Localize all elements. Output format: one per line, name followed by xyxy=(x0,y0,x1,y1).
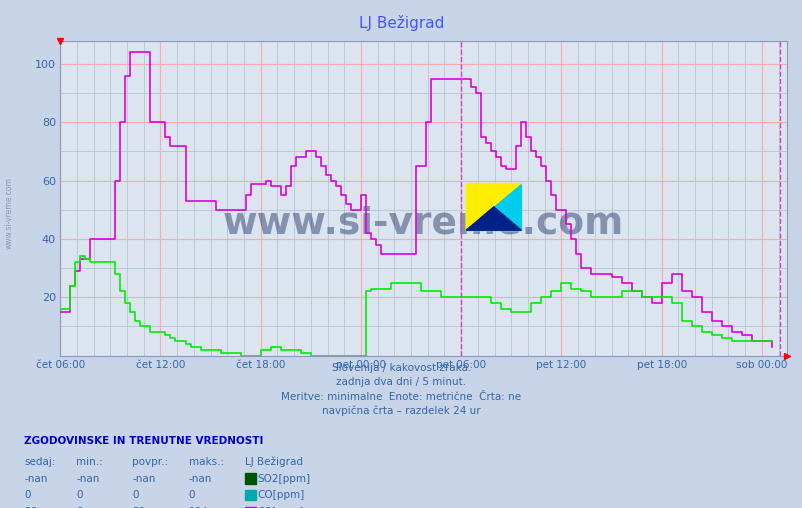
Text: LJ Bežigrad: LJ Bežigrad xyxy=(245,456,302,467)
Text: -nan: -nan xyxy=(132,473,156,484)
Text: -nan: -nan xyxy=(76,473,99,484)
Text: 0: 0 xyxy=(24,490,30,500)
Text: -nan: -nan xyxy=(188,473,212,484)
Text: ZGODOVINSKE IN TRENUTNE VREDNOSTI: ZGODOVINSKE IN TRENUTNE VREDNOSTI xyxy=(24,436,263,447)
Text: navpična črta – razdelek 24 ur: navpična črta – razdelek 24 ur xyxy=(322,406,480,417)
Text: 0: 0 xyxy=(76,490,83,500)
Text: LJ Bežigrad: LJ Bežigrad xyxy=(358,15,444,31)
Text: min.:: min.: xyxy=(76,457,103,467)
Polygon shape xyxy=(466,183,520,230)
Polygon shape xyxy=(466,183,520,230)
Text: zadnja dva dni / 5 minut.: zadnja dva dni / 5 minut. xyxy=(336,377,466,388)
Text: www.si-vreme.com: www.si-vreme.com xyxy=(223,205,623,241)
Text: sedaj:: sedaj: xyxy=(24,457,55,467)
Text: Meritve: minimalne  Enote: metrične  Črta: ne: Meritve: minimalne Enote: metrične Črta:… xyxy=(281,392,521,402)
Text: 104: 104 xyxy=(188,507,209,508)
Text: Slovenija / kakovost zraka.: Slovenija / kakovost zraka. xyxy=(331,363,471,373)
Text: www.si-vreme.com: www.si-vreme.com xyxy=(5,177,14,249)
Text: maks.:: maks.: xyxy=(188,457,224,467)
Text: 8: 8 xyxy=(76,507,83,508)
Text: CO[ppm]: CO[ppm] xyxy=(257,490,305,500)
Text: -nan: -nan xyxy=(24,473,47,484)
Text: SO2[ppm]: SO2[ppm] xyxy=(257,473,310,484)
Polygon shape xyxy=(466,207,520,230)
Text: povpr.:: povpr.: xyxy=(132,457,168,467)
Bar xyxy=(466,183,520,230)
Text: O3[ppm]: O3[ppm] xyxy=(257,507,304,508)
Text: 28: 28 xyxy=(24,507,38,508)
Text: 0: 0 xyxy=(188,490,195,500)
Text: 0: 0 xyxy=(132,490,139,500)
Text: 50: 50 xyxy=(132,507,145,508)
